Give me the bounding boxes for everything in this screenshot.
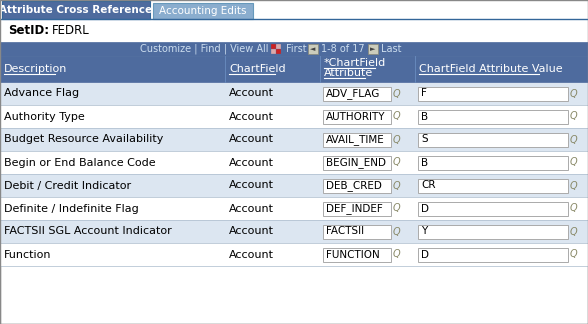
Text: Q: Q [393,111,400,122]
Text: S: S [421,134,427,145]
Text: Account: Account [229,249,274,260]
Bar [0,128,588,151]
Bar [0,197,588,220]
Text: B: B [421,111,428,122]
Text: FACTSII: FACTSII [326,226,364,237]
Text: Q: Q [570,203,577,214]
Text: Q: Q [393,157,400,168]
Bar [323,110,391,123]
Text: FUNCTION: FUNCTION [326,249,380,260]
Text: ADV_FLAG: ADV_FLAG [326,88,380,99]
Text: Accounting Edits: Accounting Edits [159,6,247,16]
Text: AVAIL_TIME: AVAIL_TIME [326,134,385,145]
Bar [308,44,318,54]
Text: ►: ► [370,46,376,52]
Text: Advance Flag: Advance Flag [4,88,79,98]
Text: Last: Last [381,44,402,54]
Bar [271,49,275,53]
Text: Q: Q [393,88,400,98]
Text: First: First [286,44,306,54]
Text: Attribute Cross Reference: Attribute Cross Reference [0,5,152,15]
Text: Q: Q [393,180,400,191]
Bar [0,174,588,197]
Bar [0,243,588,266]
Text: Account: Account [229,88,274,98]
Bar [0,220,588,243]
Bar [418,202,568,215]
Bar [418,110,568,123]
Text: Account: Account [229,180,274,191]
Bar [323,248,391,261]
Text: FACTSII SGL Account Indicator: FACTSII SGL Account Indicator [4,226,172,237]
Text: FEDRL: FEDRL [52,25,90,38]
Bar [0,105,588,128]
Bar [418,156,568,169]
Bar [153,3,253,19]
Text: Account: Account [229,134,274,145]
Text: Description: Description [4,64,68,74]
Bar [323,225,391,238]
Text: Q: Q [393,226,400,237]
Text: Customize | Find | View All: Customize | Find | View All [139,44,268,54]
Bar [323,133,391,146]
Bar [276,49,280,53]
Text: Definite / Indefinite Flag: Definite / Indefinite Flag [4,203,139,214]
Bar [418,248,568,261]
Text: ◄: ◄ [310,46,316,52]
Bar [0,20,588,42]
Bar [368,44,378,54]
Bar [418,225,568,238]
Text: Y: Y [421,226,427,237]
Text: AUTHORITY: AUTHORITY [326,111,386,122]
Text: Function: Function [4,249,52,260]
Text: 1-8 of 17: 1-8 of 17 [321,44,365,54]
Text: F: F [421,88,427,98]
Bar [323,87,391,100]
Text: Q: Q [570,180,577,191]
Bar [418,133,568,146]
Bar [418,179,568,192]
Bar [0,42,588,56]
Text: DEF_INDEF: DEF_INDEF [326,203,383,214]
Text: SetID:: SetID: [8,25,49,38]
Bar [0,151,588,174]
Text: ChartField Attribute Value: ChartField Attribute Value [419,64,563,74]
Bar [323,202,391,215]
Text: Begin or End Balance Code: Begin or End Balance Code [4,157,156,168]
Text: DEB_CRED: DEB_CRED [326,180,382,191]
Text: Account: Account [229,111,274,122]
Text: Debit / Credit Indicator: Debit / Credit Indicator [4,180,131,191]
Text: Q: Q [393,249,400,260]
Text: Q: Q [570,88,577,98]
Text: Q: Q [570,157,577,168]
Text: Account: Account [229,226,274,237]
Bar [2,1,150,19]
Text: Account: Account [229,157,274,168]
Bar [0,56,588,82]
Text: Q: Q [393,134,400,145]
Text: Authority Type: Authority Type [4,111,85,122]
Text: Q: Q [570,134,577,145]
Text: ChartField: ChartField [229,64,286,74]
Text: BEGIN_END: BEGIN_END [326,157,386,168]
Text: Q: Q [570,249,577,260]
Bar [0,82,588,105]
Bar [323,156,391,169]
Text: Q: Q [570,226,577,237]
Bar [323,179,391,192]
Bar [271,44,275,48]
Text: Q: Q [570,111,577,122]
Bar [276,44,280,48]
Text: Budget Resource Availability: Budget Resource Availability [4,134,163,145]
Text: D: D [421,203,429,214]
Bar [0,0,588,20]
Text: Attribute: Attribute [324,68,373,78]
Text: *ChartField: *ChartField [324,58,386,68]
Bar [418,87,568,100]
Text: B: B [421,157,428,168]
Text: D: D [421,249,429,260]
Text: CR: CR [421,180,436,191]
Text: Account: Account [229,203,274,214]
Text: Q: Q [393,203,400,214]
